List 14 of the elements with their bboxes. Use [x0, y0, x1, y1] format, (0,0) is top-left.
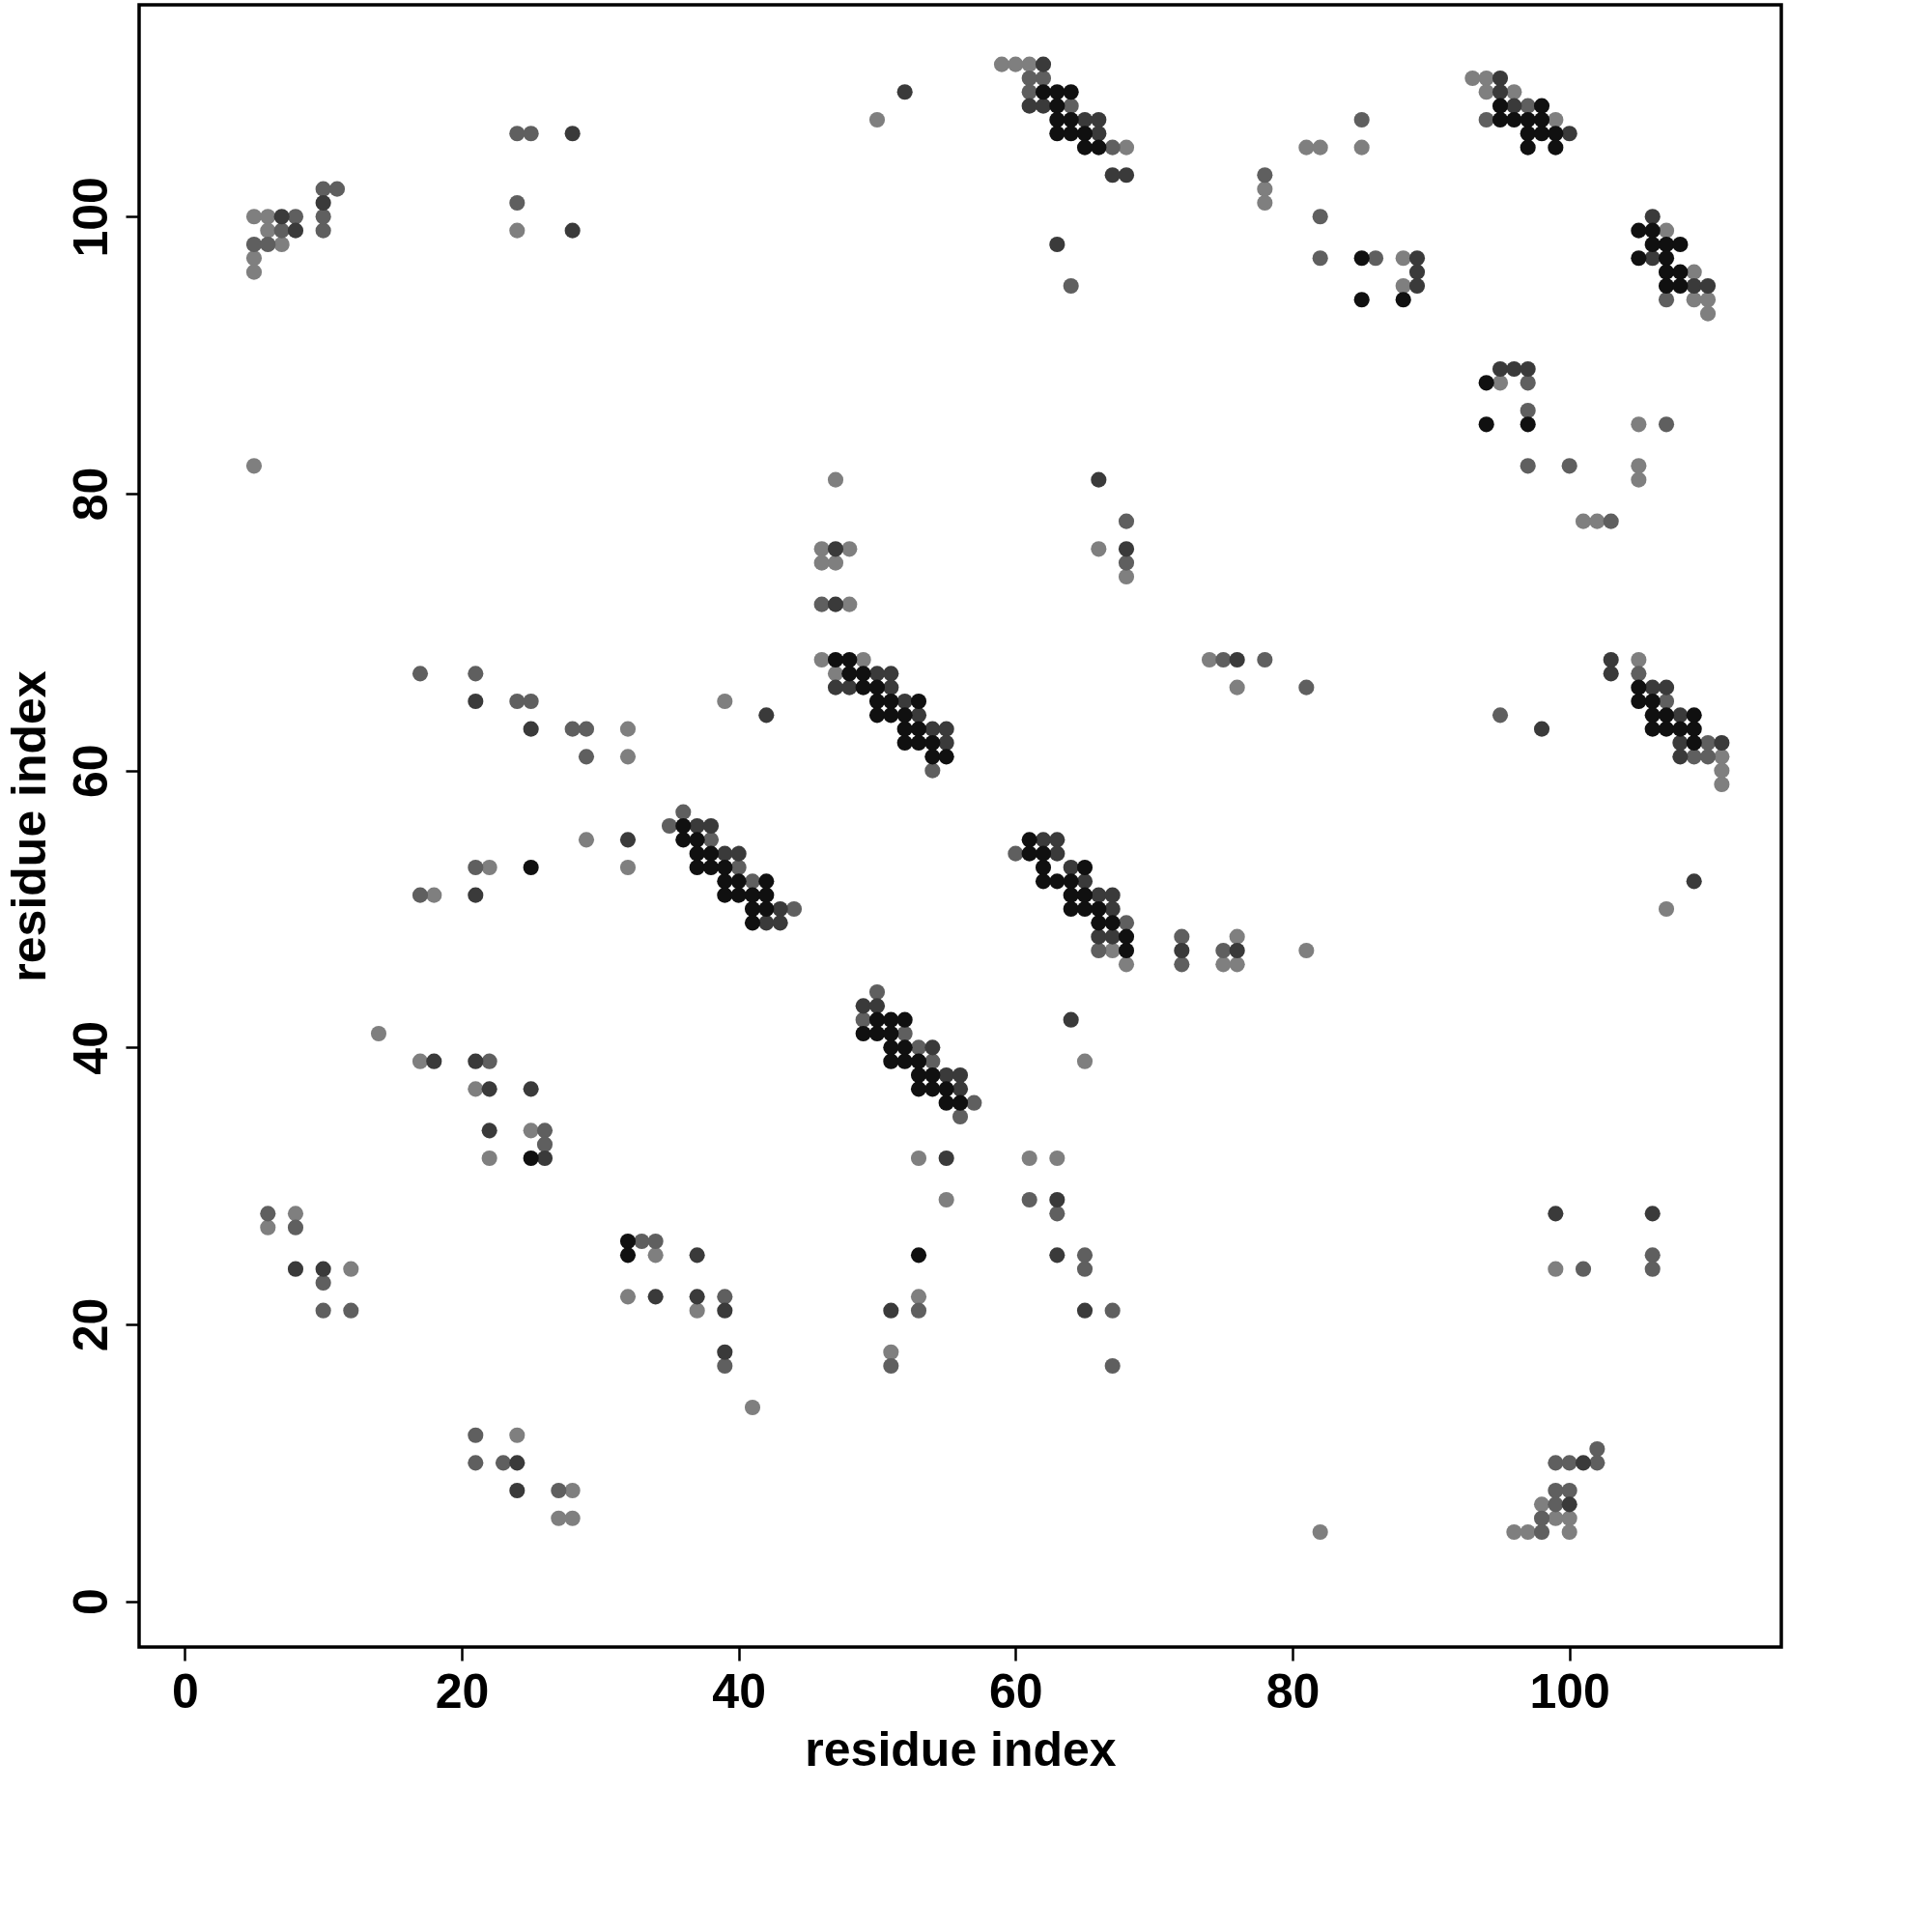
y-tick-label: 0 — [63, 1588, 118, 1616]
y-tick-label: 60 — [63, 744, 118, 798]
y-tick-label: 40 — [63, 1021, 118, 1075]
x-tick-label: 100 — [1529, 1663, 1610, 1719]
x-tick-label: 20 — [435, 1663, 490, 1719]
x-axis-title: residue index — [805, 1721, 1117, 1776]
x-tick-label: 40 — [712, 1663, 766, 1719]
y-axis-title: residue index — [1, 670, 56, 982]
y-tick-label: 80 — [63, 467, 118, 522]
x-tick-label: 60 — [989, 1663, 1043, 1719]
y-tick-label: 100 — [63, 177, 118, 258]
x-tick-label: 0 — [171, 1663, 199, 1719]
x-tick-label: 80 — [1265, 1663, 1321, 1719]
y-tick-label: 20 — [63, 1297, 118, 1352]
